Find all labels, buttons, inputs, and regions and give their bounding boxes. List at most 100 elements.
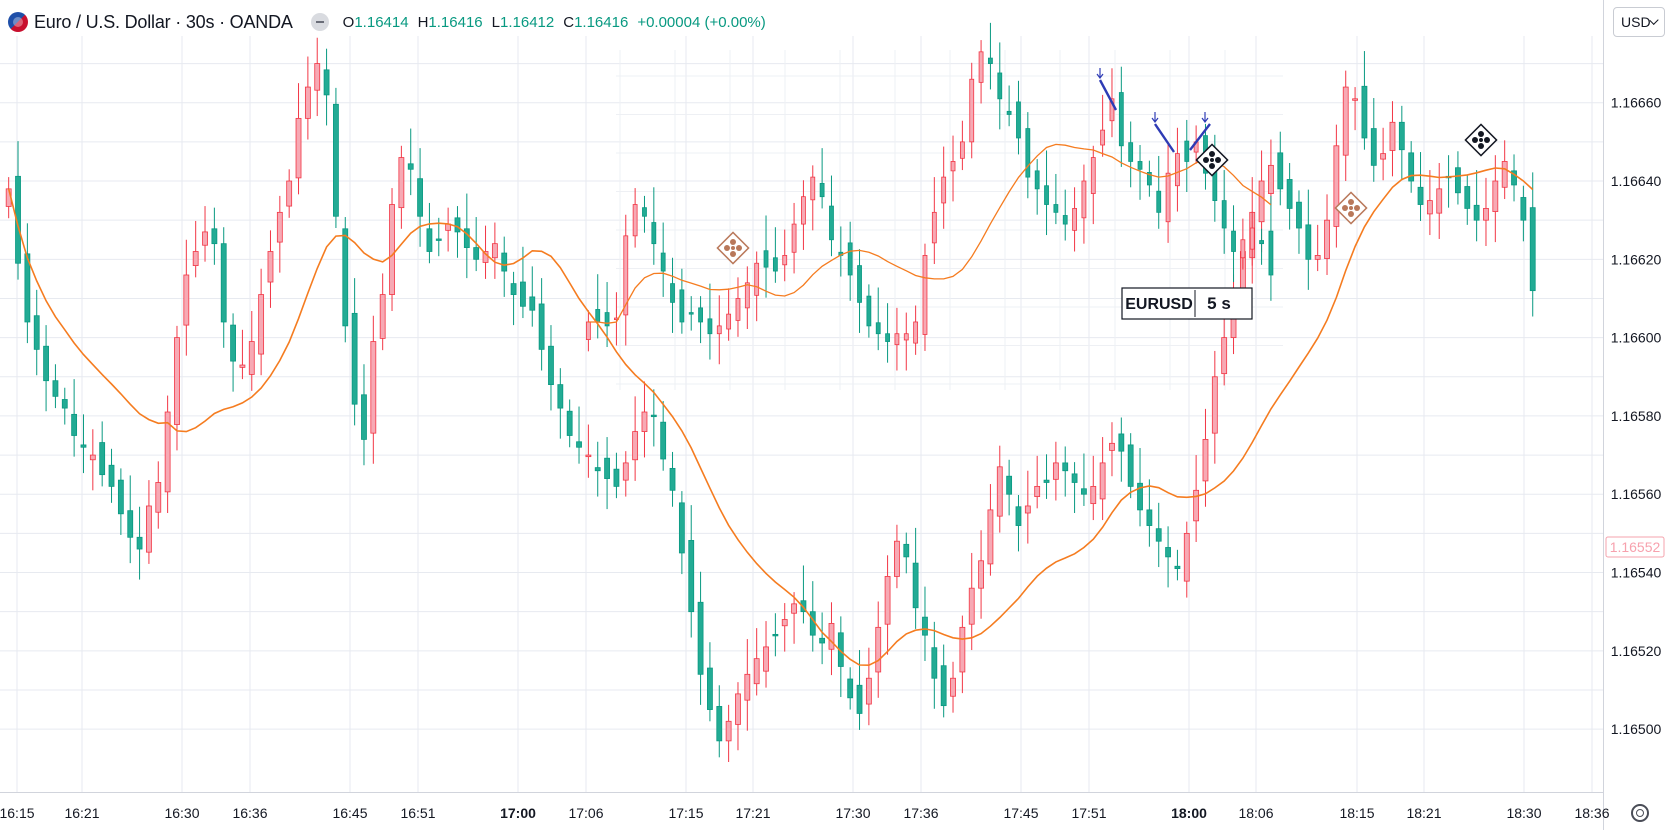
main-candle [33,289,40,376]
overlay-candle [1137,145,1143,200]
main-candle [1324,194,1330,275]
main-candle [987,484,994,576]
main-candle [1099,437,1106,521]
main-candle [15,141,21,280]
main-candle [1081,453,1087,506]
main-candle [1455,151,1461,205]
main-candle [772,613,779,657]
overlay-candle [679,268,685,334]
main-candle [258,268,265,376]
currency-selector[interactable]: USD [1613,7,1665,37]
overlay-candle [941,146,947,229]
main-candle [239,329,246,380]
main-candle [1529,172,1536,317]
main-candle [211,207,218,265]
overlay-candle [1231,205,1236,283]
price-tick-label: 1.16500 [1611,721,1662,737]
high-value: 1.16416 [428,13,483,31]
main-candle [71,379,78,457]
main-ma-line [7,167,1534,667]
main-candle [978,530,984,619]
time-axis[interactable]: 16:15 16:21 16:30 16:36 16:45 16:51 17:00 17:06… [0,805,1610,821]
main-candle [323,48,330,126]
overlay-candle [838,226,844,277]
overlay-candle [1100,94,1106,157]
chart-grid [0,36,1603,792]
main-candle [510,271,517,326]
overlay-candle [670,257,675,333]
overlay-candle [726,288,732,341]
main-candle [333,87,339,229]
main-candle [24,223,31,344]
main-candle [61,387,68,425]
main-candle [1370,98,1377,182]
main-candle [800,565,807,624]
main-candle [127,475,134,564]
main-candle [1296,190,1302,254]
time-tick-label: 16:36 [232,805,267,821]
main-candle [230,313,236,392]
overlay-candle [1090,145,1096,225]
high-label: H [417,13,429,31]
overlay-candle [1128,121,1134,188]
signal-arrow-icon [1151,112,1175,153]
main-candle [43,325,49,412]
overlay-candle [810,165,816,231]
main-candle [903,532,910,574]
main-candle [1314,224,1321,272]
price-tick-label: 1.16620 [1611,251,1662,267]
main-candle [1193,455,1200,542]
overlay-candle [1016,80,1021,155]
overlay-candle [1034,159,1040,215]
main-candle [744,639,751,731]
time-tick-label: 17:30 [835,805,870,821]
main-candle [1268,139,1274,206]
time-tick-label: 18:15 [1339,805,1374,821]
overlay-candle [660,222,666,297]
price-axis[interactable]: 1.16660 1.16640 1.16620 1.16600 1.16580 1.165… [1611,95,1662,737]
main-candle [445,207,452,252]
time-tick-label: 17:00 [500,805,536,821]
overlay-candle [642,195,647,233]
main-candle [641,381,648,458]
main-candle [922,586,928,662]
main-candle [304,56,311,140]
overlay-candle [969,62,975,159]
main-candle [1109,422,1115,477]
main-candle [1118,417,1125,482]
main-candle [669,451,676,507]
hide-legend-icon[interactable] [310,13,329,31]
main-candle [538,278,545,371]
main-candle [295,83,302,195]
main-candle [1408,141,1415,193]
main-candle [183,239,190,356]
main-candle [1183,521,1190,598]
main-candle [1221,316,1228,386]
overlay-candle [1044,150,1049,236]
low-value: 1.16412 [500,13,555,31]
main-candle [1473,170,1480,242]
overlay-candle [744,266,750,330]
main-candle [1436,163,1443,239]
main-candle [557,368,564,439]
symbol-title[interactable]: Euro / U.S. Dollar · 30s · OANDA [34,11,293,32]
main-candle [688,505,695,638]
chart-settings-gear-icon[interactable] [1631,804,1649,822]
main-candle [548,325,554,411]
main-candle [407,128,414,196]
main-candle [856,650,863,730]
main-candle [1361,51,1368,150]
time-tick-label: 18:06 [1238,805,1273,821]
currency-value: USD [1621,14,1651,30]
overlay-candle [997,42,1003,130]
main-candle [632,396,639,481]
main-candle [1286,163,1293,230]
overlay-candle [1184,119,1190,192]
main-candle [370,315,377,464]
main-candle [1127,433,1134,499]
main-candle [1165,526,1171,588]
main-candle [1520,185,1527,242]
overlay-candle [595,274,601,339]
main-candle [361,364,367,466]
